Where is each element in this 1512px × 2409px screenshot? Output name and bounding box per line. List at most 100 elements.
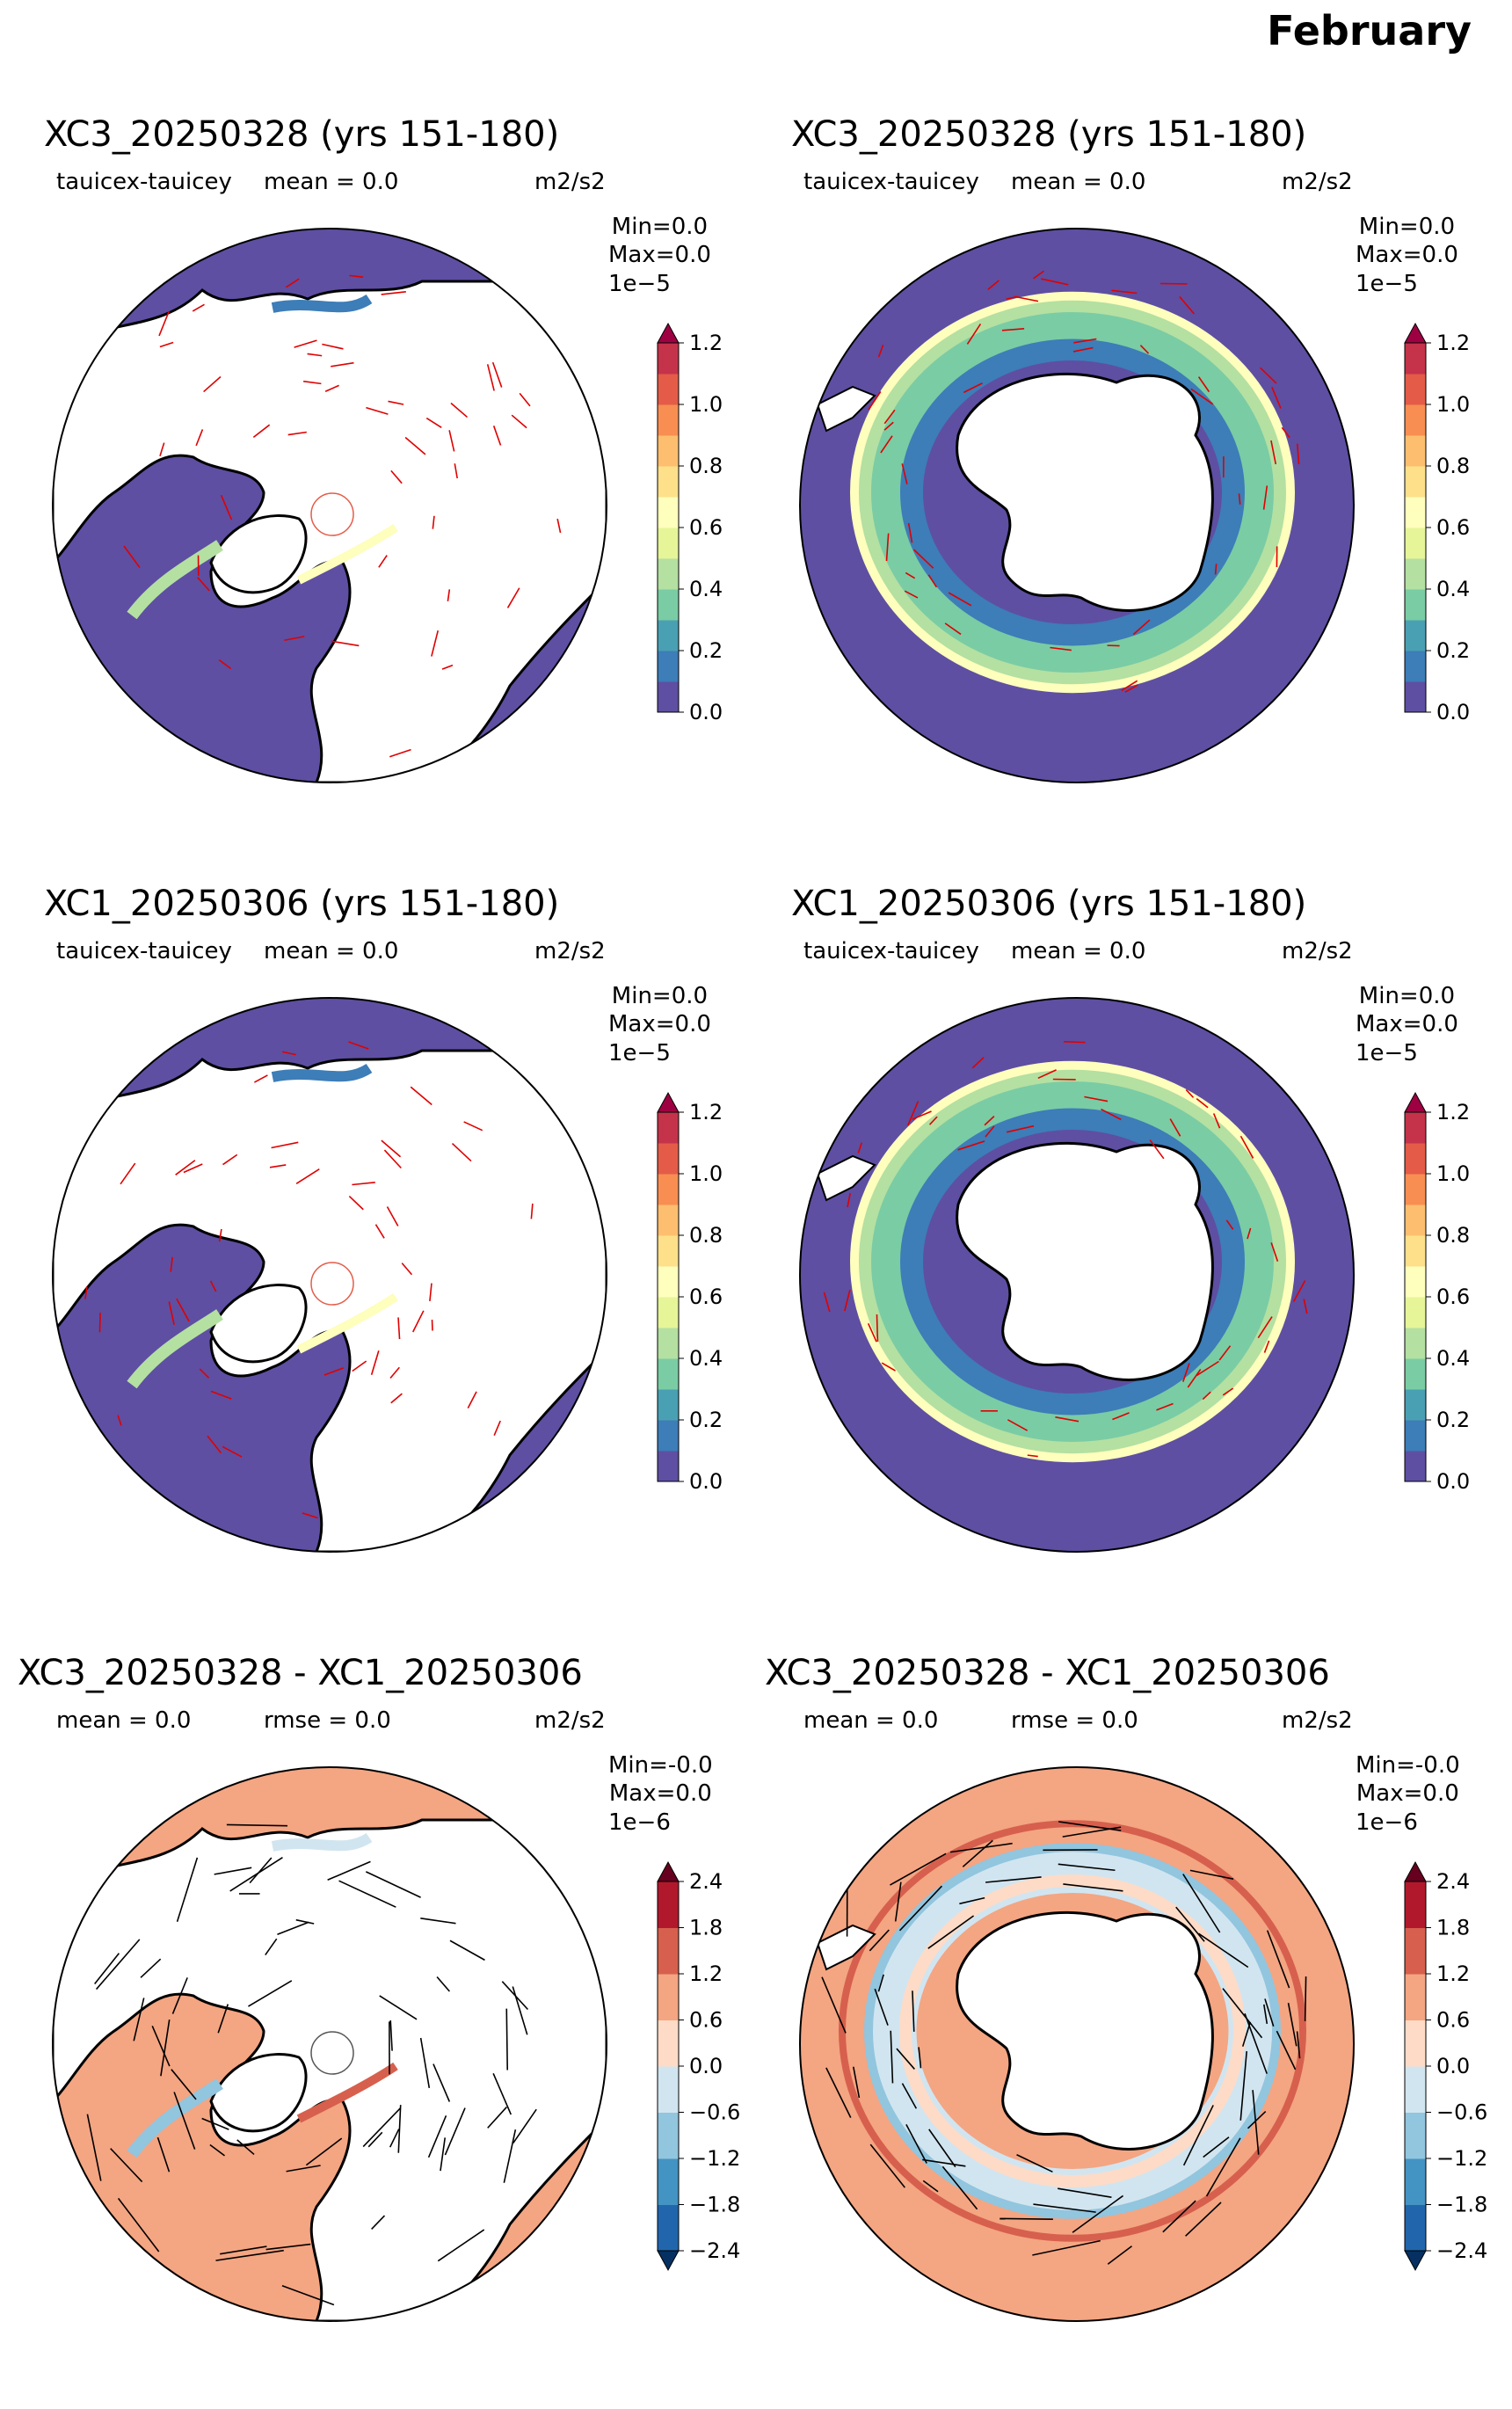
- panel-title: XC3_20250328 - XC1_20250306: [18, 1653, 583, 1693]
- colorbar-tick-label: 1.2: [689, 1100, 723, 1124]
- north-pole-hole: [320, 2041, 345, 2065]
- max-text: Max=0.0: [608, 1779, 713, 1808]
- colorbar-extend-max: [658, 1862, 679, 1881]
- vector-arrow: [1216, 564, 1217, 574]
- colorbar-segment: [1405, 1266, 1426, 1298]
- north-pole-hole: [320, 502, 345, 527]
- colorbar-segment: [658, 558, 679, 590]
- colorbar: 0.00.20.40.60.81.01.2: [1405, 308, 1510, 747]
- colorbar-tick-label: 0.4: [689, 1346, 723, 1371]
- colorbar-extend-max: [1405, 324, 1426, 343]
- stat-mean: mean = 0.0: [803, 1707, 938, 1734]
- stat-mean: mean = 0.0: [1011, 938, 1145, 964]
- colorbar-tick-label: 0.2: [1436, 1408, 1470, 1432]
- colorbar-segment: [1405, 1881, 1426, 1928]
- colorbar-segment: [658, 1881, 679, 1928]
- colorbar-segment: [658, 1235, 679, 1267]
- stat-mean: mean = 0.0: [264, 169, 398, 195]
- colorbar-tick-label: 0.2: [689, 1408, 723, 1432]
- colorbar-tick-label: 0.6: [689, 515, 723, 540]
- units-label: m2/s2: [1282, 169, 1353, 195]
- antarctic-polar-map: [800, 998, 1354, 1552]
- colorbar-segment: [1405, 1389, 1426, 1421]
- colorbar-segment: [1405, 620, 1426, 651]
- colorbar-segment: [658, 1297, 679, 1328]
- panel-antarctic-xc1: XC1_20250306 (yrs 151-180)tauicex-tauice…: [747, 884, 1494, 1640]
- arctic-polar-map: [53, 998, 607, 1552]
- panel-title: XC3_20250328 (yrs 151-180): [791, 114, 1306, 155]
- colorbar-segment: [658, 1112, 679, 1144]
- colorbar-segment: [1405, 1974, 1426, 2020]
- min-text: Min=0.0: [1356, 982, 1458, 1010]
- arctic-polar-map: [53, 229, 607, 782]
- colorbar-segment: [1405, 1328, 1426, 1359]
- colorbar-segment: [658, 1204, 679, 1236]
- colorbar-segment: [1405, 528, 1426, 559]
- colorbar-exponent: 1e−5: [608, 1040, 671, 1066]
- colorbar-exponent: 1e−5: [1356, 271, 1418, 297]
- colorbar-tick-label: 2.4: [1436, 1869, 1470, 1894]
- colorbar-tick-label: 0.0: [1436, 1469, 1470, 1494]
- colorbar-tick-label: 0.4: [689, 577, 723, 601]
- vector-arrow: [876, 1314, 877, 1342]
- colorbar-tick-label: 1.2: [689, 1961, 723, 1986]
- colorbar-segment: [658, 374, 679, 405]
- colorbar-segment: [1405, 1297, 1426, 1328]
- colorbar-tick-label: 0.0: [689, 700, 723, 724]
- panel-arctic-xc3: XC3_20250328 (yrs 151-180) tauicex-tauice…: [0, 114, 747, 870]
- colorbar-segment: [658, 1266, 679, 1298]
- field-label: tauicex-tauicey: [803, 938, 979, 964]
- colorbar-segment: [1405, 1204, 1426, 1236]
- panel-antarctic-xc3: XC3_20250328 (yrs 151-180)tauicex-tauice…: [747, 114, 1494, 870]
- vector-arrow: [506, 2009, 507, 2071]
- colorbar-segment: [658, 1389, 679, 1421]
- colorbar-segment: [658, 2020, 679, 2067]
- colorbar-extend-min: [658, 2251, 679, 2270]
- colorbar-tick-label: 1.2: [689, 331, 723, 355]
- colorbar-segment: [658, 1328, 679, 1359]
- max-text: Max=0.0: [1356, 241, 1458, 269]
- max-text: Max=0.0: [1356, 1779, 1460, 1808]
- colorbar-tick-label: 0.2: [1436, 638, 1470, 663]
- colorbar-exponent: 1e−5: [608, 271, 671, 297]
- panel-title: XC1_20250306 (yrs 151-180): [44, 884, 559, 924]
- colorbar-segment: [658, 528, 679, 559]
- colorbar-extend-max: [1405, 1862, 1426, 1881]
- colorbar-segment: [1405, 2113, 1426, 2159]
- colorbar-tick-label: 0.4: [1436, 1346, 1470, 1371]
- min-text: Min=0.0: [1356, 213, 1458, 241]
- colorbar-segment: [1405, 2020, 1426, 2067]
- colorbar-segment: [1405, 2066, 1426, 2113]
- colorbar-segment: [1405, 497, 1426, 528]
- colorbar-segment: [1405, 1928, 1426, 1975]
- arctic-polar-map: [53, 1767, 607, 2321]
- colorbar-segment: [1405, 435, 1426, 467]
- colorbar-segment: [658, 404, 679, 436]
- colorbar-tick-label: −1.2: [1436, 2146, 1487, 2171]
- min-text: Min=0.0: [608, 982, 711, 1010]
- colorbar-tick-label: 0.0: [1436, 700, 1470, 724]
- colorbar-tick-label: −2.4: [689, 2238, 740, 2263]
- colorbar-extend-max: [1405, 1093, 1426, 1112]
- field-label: tauicex-tauicey: [56, 169, 232, 195]
- units-label: m2/s2: [1282, 1707, 1353, 1734]
- colorbar-tick-label: 2.4: [689, 1869, 723, 1894]
- colorbar-segment: [658, 1174, 679, 1205]
- colorbar-segment: [1405, 2205, 1426, 2252]
- colorbar-tick-label: 1.2: [1436, 1100, 1470, 1124]
- units-label: m2/s2: [534, 1707, 606, 1734]
- colorbar-segment: [658, 2205, 679, 2252]
- colorbar-tick-label: −2.4: [1436, 2238, 1487, 2263]
- panel-title: XC3_20250328 (yrs 151-180): [44, 114, 559, 155]
- vector-arrow: [99, 1313, 100, 1332]
- colorbar-segment: [658, 2066, 679, 2113]
- colorbar-segment: [658, 435, 679, 467]
- units-label: m2/s2: [534, 938, 606, 964]
- colorbar-tick-label: 1.0: [689, 392, 723, 417]
- colorbar-segment: [1405, 1174, 1426, 1205]
- colorbar-tick-label: 1.2: [1436, 331, 1470, 355]
